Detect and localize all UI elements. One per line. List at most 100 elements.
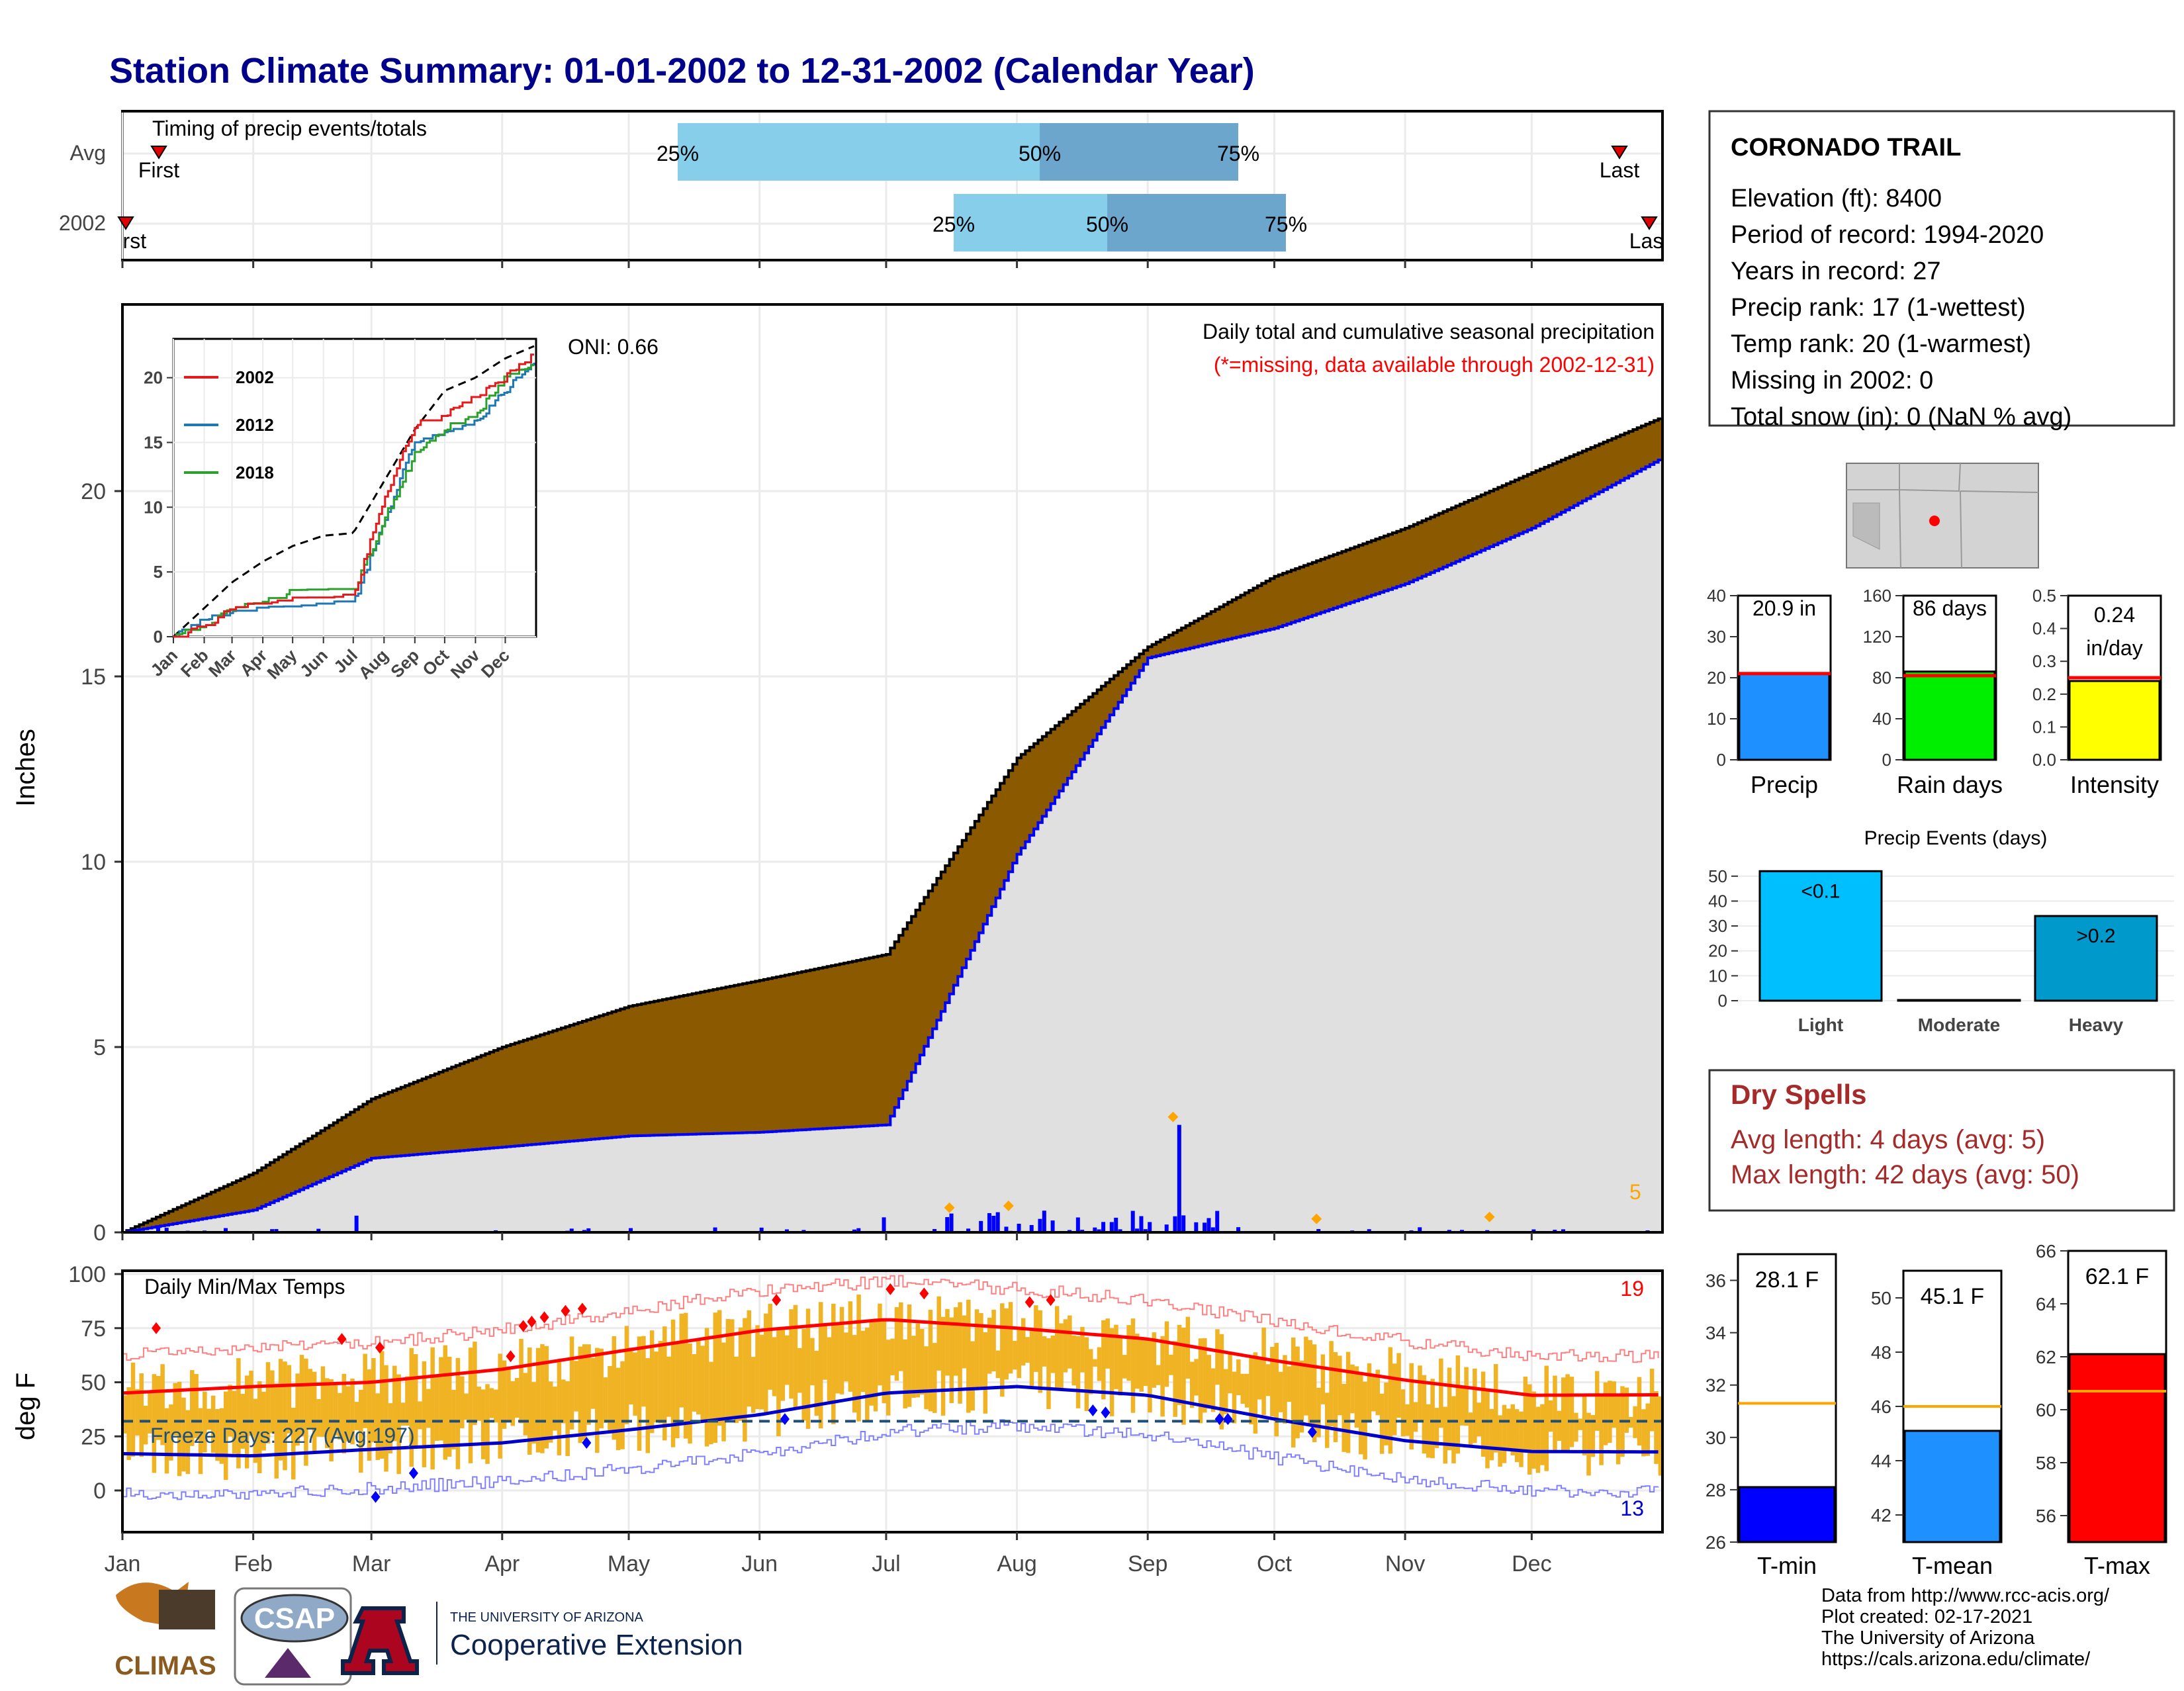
inset-legend-label: 2002 [236, 367, 274, 387]
daily-temp-range-bar [1046, 1338, 1051, 1410]
daily-temp-range-bar [1148, 1339, 1152, 1413]
inset-legend-label: 2012 [236, 415, 274, 435]
daily-temp-range-bar [654, 1351, 659, 1423]
daily-temp-range-bar [320, 1366, 326, 1437]
locator-map-region [1852, 502, 1880, 550]
daily-temp-range-bar [1561, 1377, 1566, 1451]
daily-precip-bar [1029, 1224, 1034, 1232]
daily-temp-range-bar [696, 1339, 701, 1415]
daily-temp-range-bar [1523, 1376, 1528, 1452]
temp-ytick-label: 0 [93, 1479, 106, 1504]
daily-temp-range-bar [434, 1377, 439, 1441]
daily-temp-range-bar [890, 1338, 895, 1375]
daily-temp-range-bar [253, 1398, 258, 1463]
daily-temp-range-bar [1034, 1305, 1038, 1372]
daily-precip-bar [945, 1217, 950, 1232]
daily-precip-bar [949, 1213, 954, 1232]
events-ytick-label: 20 [1708, 941, 1727, 961]
daily-temp-range-bar [848, 1301, 853, 1392]
record-high-marker [527, 1315, 537, 1328]
daily-temp-range-bar [1624, 1387, 1629, 1433]
daily-temp-range-bar [1169, 1354, 1173, 1375]
dry-spells-box [1708, 1069, 2175, 1212]
daily-temp-range-bar [312, 1371, 317, 1453]
summary-value-label: 20.9 in [1752, 596, 1816, 620]
daily-temp-range-bar [249, 1371, 253, 1436]
summary-ytick-label: 40 [1872, 709, 1891, 729]
daily-precip-bar [856, 1228, 861, 1232]
main-ytick-label: 5 [93, 1035, 106, 1060]
timing-2002-q1-bar [954, 194, 1107, 251]
cumulative-2002-line [122, 457, 1664, 1234]
daily-temp-range-bar [903, 1339, 907, 1409]
daily-temp-range-bar [629, 1348, 633, 1405]
daily-temp-range-bar [371, 1358, 376, 1443]
daily-temp-range-bar [1080, 1326, 1085, 1373]
month-label: Nov [1385, 1551, 1425, 1577]
daily-temp-range-bar [135, 1389, 140, 1436]
daily-temp-range-bar [1535, 1406, 1541, 1473]
daily-temp-range-bar [1637, 1377, 1642, 1446]
daily-temp-range-bar [152, 1374, 157, 1473]
daily-temp-range-bar [544, 1346, 549, 1449]
daily-temp-range-bar [409, 1348, 414, 1467]
daily-temp-range-bar [1473, 1368, 1477, 1443]
daily-precip-bar [1050, 1220, 1055, 1232]
summary-ytick-label: 0 [1717, 750, 1726, 770]
timing-avg-p75: 75% [1217, 142, 1259, 165]
daily-temp-range-bar [1384, 1382, 1388, 1445]
daily-temp-range-bar [1088, 1349, 1093, 1394]
daily-temp-range-bar [688, 1343, 692, 1444]
temp-summary-ytick-label: 64 [2036, 1294, 2056, 1314]
daily-precip-bar [1210, 1227, 1215, 1232]
daily-temp-range-bar [1308, 1340, 1312, 1426]
daily-temp-range-bar [1021, 1318, 1026, 1366]
daily-temp-range-bar [624, 1326, 629, 1424]
daily-temp-range-bar [595, 1348, 600, 1453]
daily-temp-range-bar [814, 1350, 819, 1416]
daily-temp-range-bar [991, 1309, 996, 1372]
daily-temp-range-bar [974, 1309, 979, 1388]
month-label: Aug [997, 1551, 1037, 1577]
page-title: Station Climate Summary: 01-01-2002 to 1… [109, 51, 1255, 91]
daily-temp-range-bar [1400, 1389, 1406, 1437]
daily-temp-range-bar [1173, 1341, 1177, 1417]
daily-temp-range-bar [1455, 1355, 1461, 1454]
daily-temp-range-bar [1210, 1368, 1216, 1412]
station-name: CORONADO TRAIL [1731, 134, 1961, 161]
daily-temp-range-bar [1443, 1406, 1447, 1464]
daily-precip-bar [1114, 1217, 1118, 1232]
daily-temp-range-bar [928, 1309, 933, 1412]
daily-temp-range-bar [1198, 1338, 1203, 1424]
daily-precip-bar [1148, 1222, 1152, 1232]
daily-temp-range-bar [734, 1356, 739, 1424]
temp-chart-title: Daily Min/Max Temps [144, 1275, 345, 1299]
daily-temp-range-bar [489, 1388, 494, 1418]
daily-temp-range-bar [1109, 1328, 1115, 1416]
month-label: Jan [105, 1551, 141, 1577]
daily-temp-range-bar [265, 1362, 271, 1443]
daily-temp-range-bar [953, 1307, 958, 1376]
daily-temp-range-bar [283, 1361, 287, 1471]
station-info-line: Precip rank: 17 (1-wettest) [1731, 294, 2026, 322]
daily-temp-range-bar [1582, 1394, 1587, 1455]
daily-temp-range-bar [603, 1377, 608, 1423]
csap-logo-mountain [265, 1648, 311, 1678]
daily-temp-range-bar [206, 1408, 212, 1430]
daily-temp-range-bar [1244, 1373, 1250, 1408]
heavy-precip-marker [1311, 1213, 1322, 1224]
temp-summary-ytick-label: 58 [2036, 1453, 2056, 1473]
daily-temp-range-bar [1265, 1364, 1271, 1396]
daily-temp-range-bar [713, 1312, 718, 1443]
daily-precip-bar [1367, 1229, 1371, 1232]
daily-temp-range-bar [772, 1337, 777, 1396]
daily-temp-range-bar [860, 1330, 866, 1393]
daily-temp-range-bar [304, 1358, 308, 1466]
daily-temp-range-bar [666, 1356, 671, 1417]
daily-temp-range-bar [396, 1374, 401, 1475]
temp-summary-label: T-min [1757, 1552, 1817, 1579]
daily-precip-bar [852, 1229, 856, 1232]
daily-precip-bar [713, 1227, 717, 1232]
inset-avg-line [172, 345, 535, 638]
timing-2002-q2-bar [1107, 194, 1286, 251]
